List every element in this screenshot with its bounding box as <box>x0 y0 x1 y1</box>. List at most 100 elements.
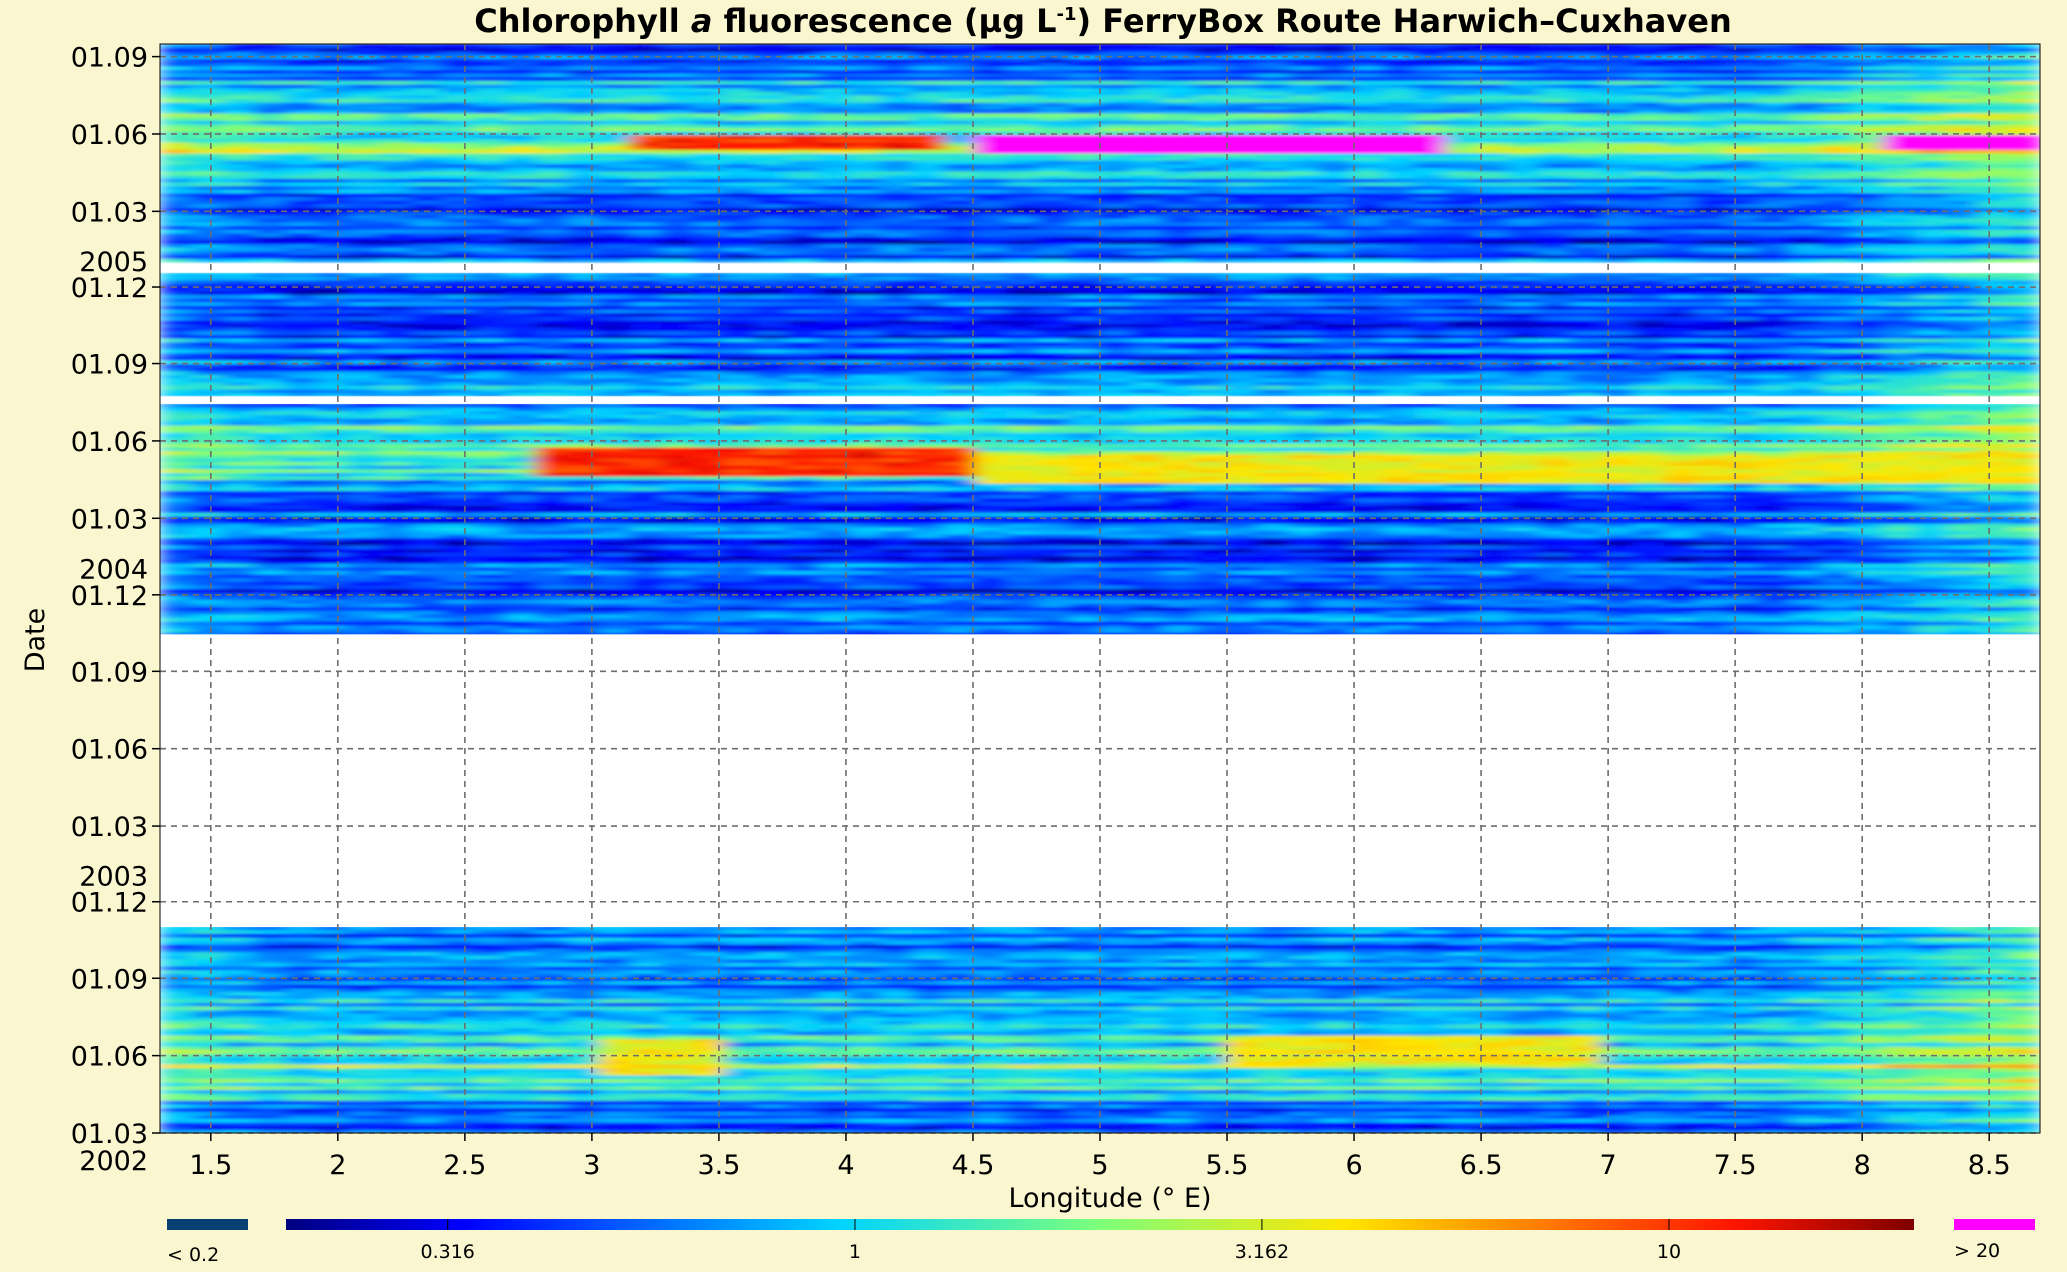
heatmap-cell <box>1162 984 1195 989</box>
heatmap-cell <box>191 610 224 615</box>
heatmap-cell <box>1194 1042 1227 1047</box>
heatmap-cell <box>912 955 945 960</box>
heatmap-cell <box>1726 574 1759 579</box>
heatmap-cell <box>1100 599 1133 604</box>
heatmap-cell <box>160 1067 193 1072</box>
heatmap-cell <box>285 1045 318 1051</box>
heatmap-cell <box>943 958 976 963</box>
heatmap-cell <box>1914 592 1947 597</box>
heatmap-cell <box>567 951 600 956</box>
heatmap-cell <box>1350 1024 1383 1029</box>
heatmap-cell <box>1601 544 1634 550</box>
heatmap-cell <box>1758 552 1791 557</box>
heatmap-cell <box>1288 1111 1321 1116</box>
heatmap-cell <box>1883 1096 1916 1101</box>
heatmap-cell <box>1131 1122 1164 1127</box>
heatmap-cell <box>849 991 882 996</box>
heatmap-cell <box>1570 926 1603 931</box>
heatmap-cell <box>692 980 725 985</box>
heatmap-cell <box>818 1122 851 1127</box>
heatmap-cell <box>1194 951 1227 956</box>
heatmap-cell <box>661 1071 694 1076</box>
heatmap-cell <box>1100 987 1133 992</box>
heatmap-cell <box>1758 603 1791 608</box>
heatmap-cell <box>160 1009 193 1014</box>
heatmap-cell <box>1444 548 1477 553</box>
heatmap-cell <box>1413 1031 1446 1036</box>
heatmap-cell <box>1726 1118 1759 1123</box>
heatmap-cell <box>1789 998 1822 1003</box>
heatmap-cell <box>442 1114 475 1119</box>
heatmap-cell <box>160 1085 193 1090</box>
heatmap-cell <box>285 581 318 586</box>
heatmap-cell <box>1977 1009 2010 1014</box>
heatmap-cell <box>1037 577 1070 582</box>
heatmap-cell <box>786 577 819 582</box>
heatmap-cell <box>1444 958 1477 963</box>
heatmap-cell <box>1632 613 1665 619</box>
heatmap-cell <box>2008 555 2040 560</box>
heatmap-cell <box>1977 624 2010 629</box>
heatmap-cell <box>786 1060 819 1065</box>
heatmap-cell <box>1225 1016 1258 1021</box>
heatmap-cell <box>348 1056 381 1061</box>
heatmap-cell <box>1852 599 1885 604</box>
heatmap-cell <box>567 570 600 575</box>
heatmap-cell <box>1883 1118 1916 1123</box>
heatmap-cell <box>379 1045 412 1051</box>
heatmap-cell <box>316 1107 349 1112</box>
heatmap-cell <box>1006 552 1039 557</box>
heatmap-cell <box>536 537 569 542</box>
heatmap-cell <box>1632 1067 1665 1072</box>
heatmap-cell <box>536 1107 569 1112</box>
heatmap-cell <box>943 617 976 622</box>
heatmap-cell <box>661 599 694 604</box>
heatmap-cell <box>1852 980 1885 985</box>
heatmap-cell <box>755 976 788 982</box>
heatmap-cell <box>410 944 443 949</box>
heatmap-cell <box>1225 610 1258 615</box>
heatmap-cell <box>1664 1064 1697 1069</box>
heatmap-cell <box>1413 1042 1446 1047</box>
heatmap-cell <box>1225 1013 1258 1018</box>
heatmap-cell <box>1632 1100 1665 1105</box>
heatmap-cell <box>1538 1024 1571 1029</box>
heatmap-cell <box>379 984 412 989</box>
heatmap-cell <box>410 588 443 593</box>
heatmap-cell <box>504 951 537 956</box>
heatmap-cell <box>1664 980 1697 985</box>
heatmap-cell <box>1476 1035 1509 1040</box>
heatmap-cell <box>1852 555 1885 560</box>
heatmap-cell <box>1131 1027 1164 1032</box>
heatmap-cell <box>912 1020 945 1025</box>
heatmap-cell <box>1601 1042 1634 1047</box>
heatmap-cell <box>724 958 757 963</box>
heatmap-cell <box>222 628 255 633</box>
heatmap-cell <box>410 1082 443 1087</box>
heatmap-cell <box>724 1093 757 1098</box>
heatmap-cell <box>630 588 663 593</box>
heatmap-cell <box>974 1024 1007 1029</box>
heatmap-cell <box>598 933 631 938</box>
heatmap-cell <box>943 1005 976 1011</box>
heatmap-cell <box>348 1114 381 1119</box>
heatmap-cell <box>755 1020 788 1025</box>
heatmap-cell <box>786 1067 819 1072</box>
heatmap-cell <box>1820 1111 1853 1116</box>
heatmap-cell <box>504 548 537 553</box>
heatmap-cell <box>1256 944 1289 949</box>
heatmap-cell <box>1225 933 1258 938</box>
heatmap-cell <box>1131 1114 1164 1119</box>
heatmap-cell <box>1883 1013 1916 1018</box>
heatmap-cell <box>1726 1071 1759 1076</box>
heatmap-cell <box>692 552 725 557</box>
heatmap-cell <box>630 944 663 949</box>
heatmap-cell <box>1977 1093 2010 1098</box>
heatmap-cell <box>1601 574 1634 579</box>
heatmap-cell <box>1037 991 1070 996</box>
heatmap-cell <box>786 1125 819 1130</box>
heatmap-cell <box>1068 1013 1101 1018</box>
heatmap-cell <box>1068 1096 1101 1101</box>
heatmap-cell <box>442 1027 475 1032</box>
heatmap-cell <box>912 603 945 608</box>
